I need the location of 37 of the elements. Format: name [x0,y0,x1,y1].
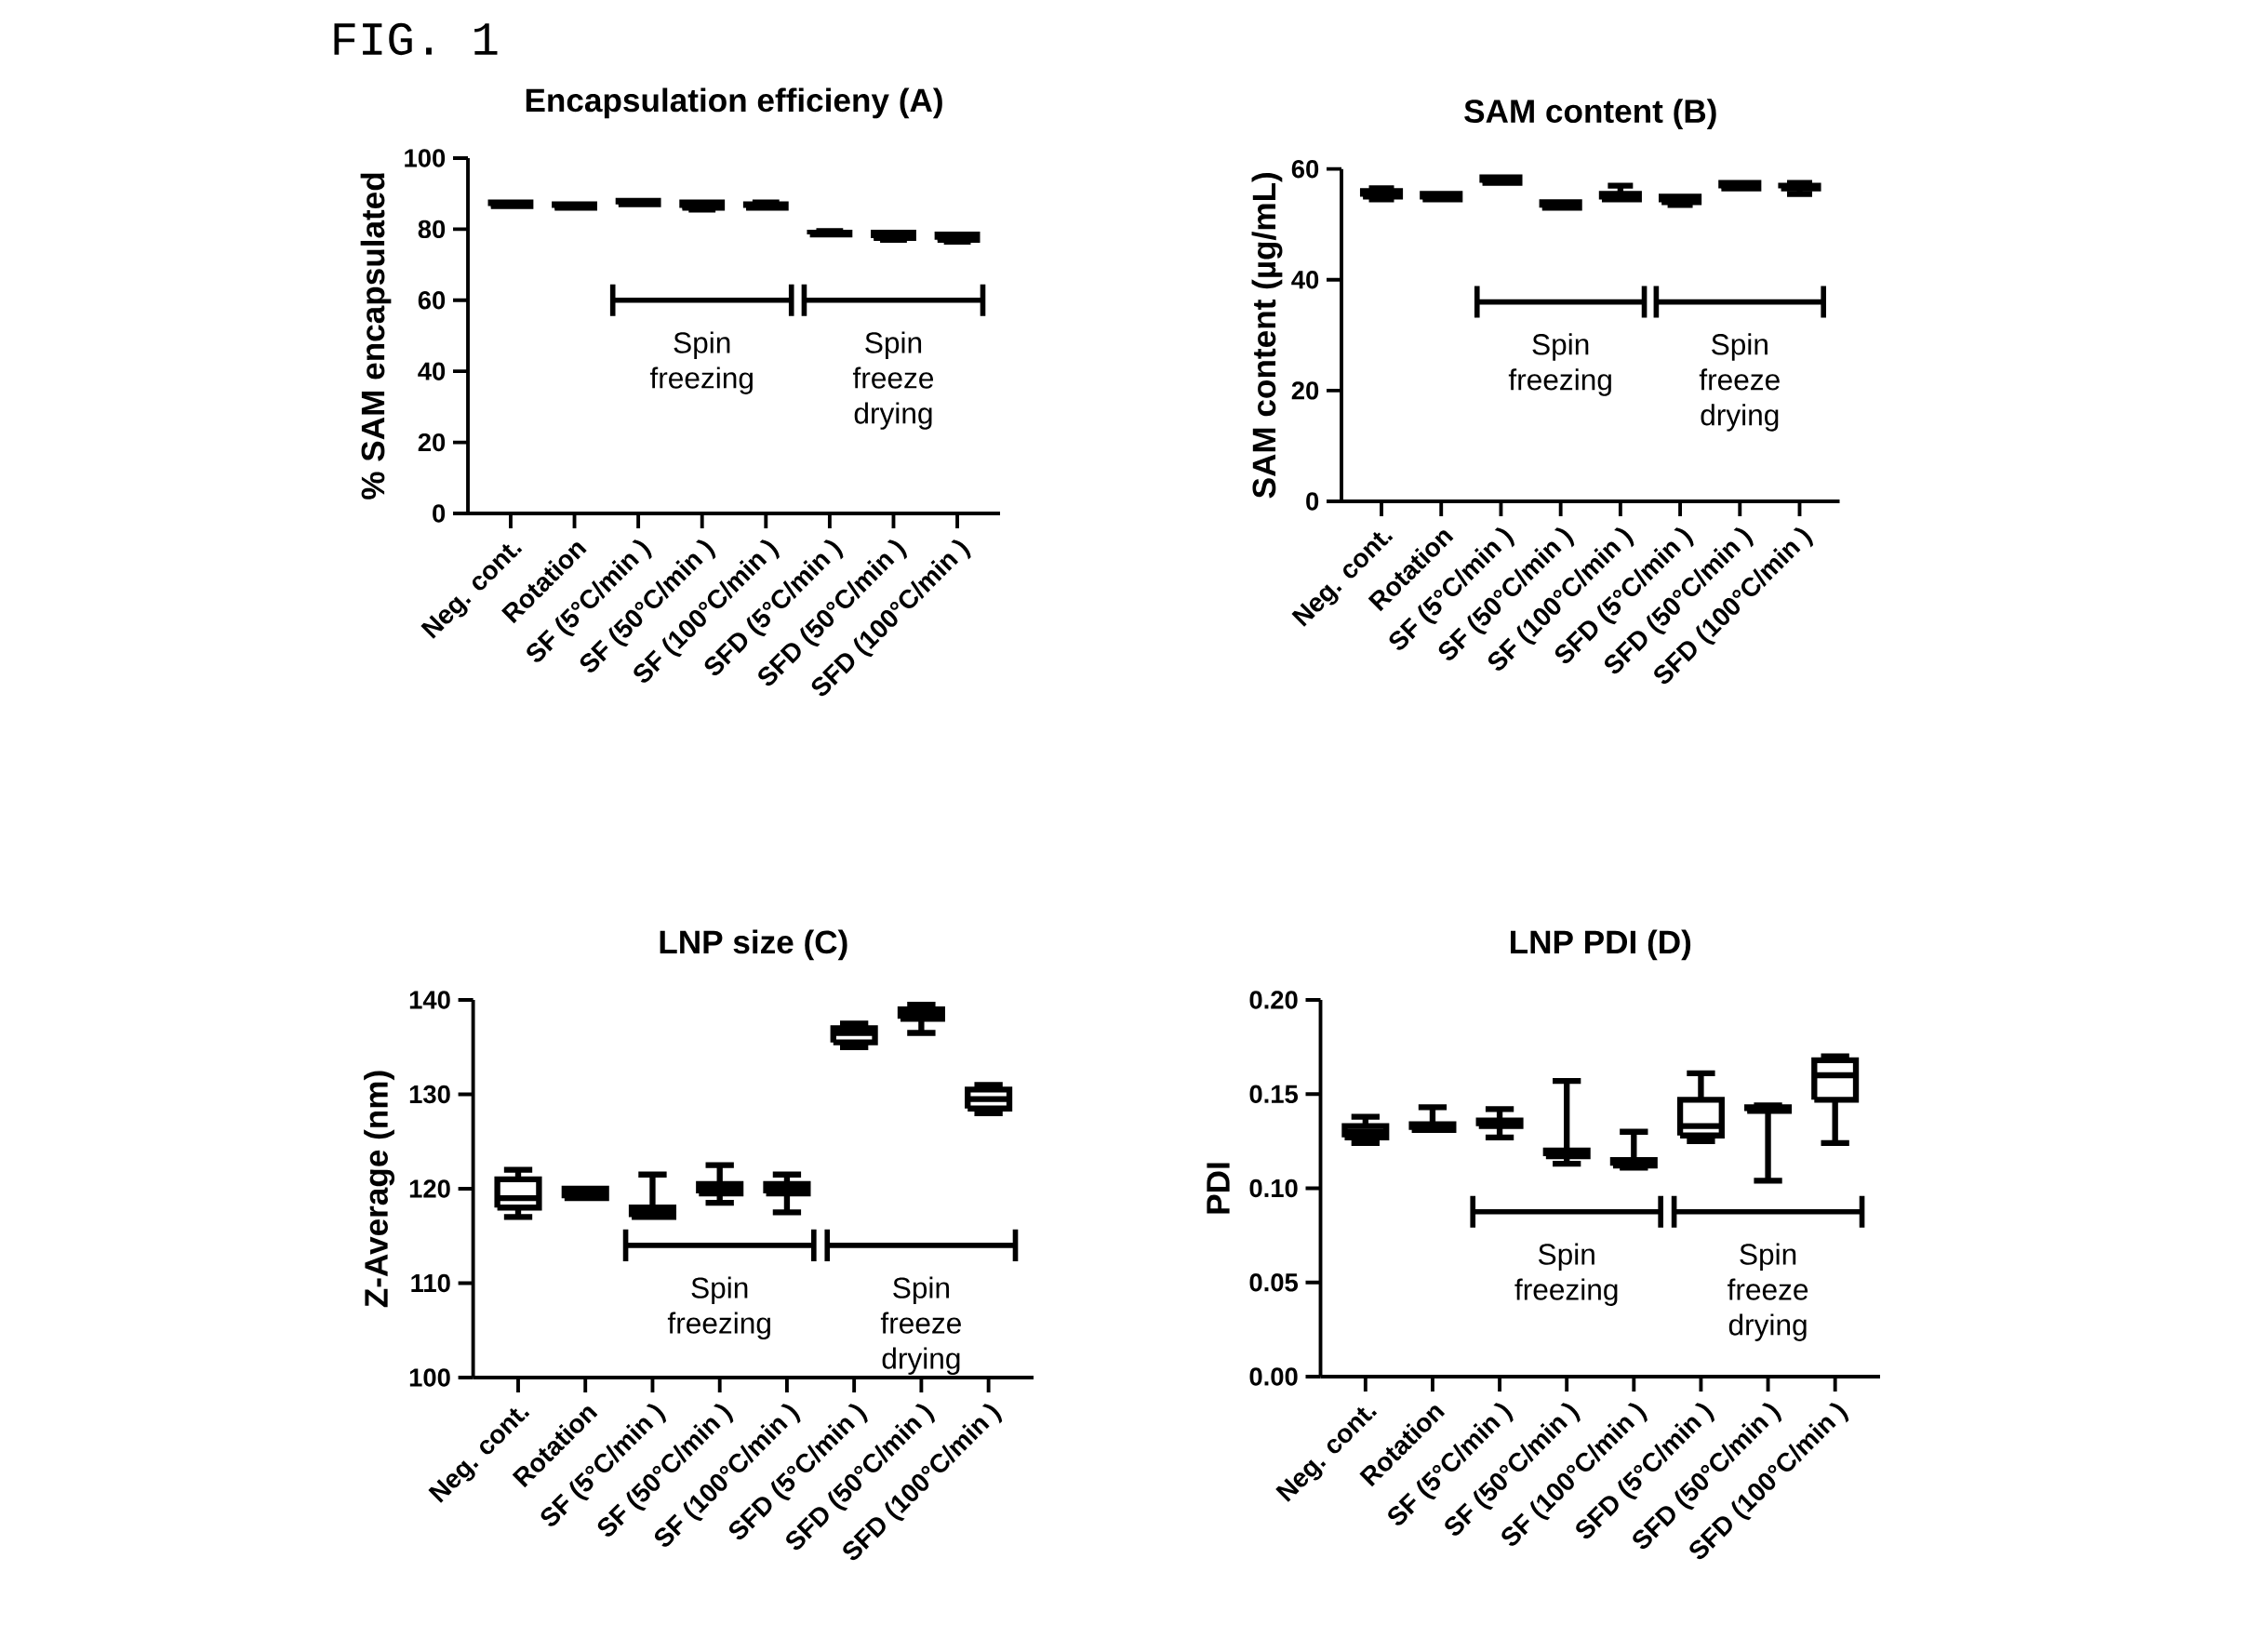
y-axis-title: % SAM encapsulated [360,173,392,499]
chart-title: SAM content (B) [1464,99,1716,129]
y-tick-label: 60 [418,291,446,310]
y-tick-label: 0.00 [1249,1367,1298,1386]
annotation: Spin freeze drying [1699,333,1780,432]
annotation: Spin freeze drying [880,1276,961,1375]
y-tick-label: 130 [409,1085,450,1104]
y-tick-label: 60 [1291,159,1319,179]
y-tick-label: 20 [418,433,446,452]
y-tick-label: 100 [405,149,446,167]
y-tick-label: 100 [409,1368,450,1387]
y-tick-label: 0.10 [1249,1179,1298,1198]
caption: FIG. 1 [334,22,498,56]
y-tick-label: 0 [433,504,446,523]
annotation: Spin freeze drying [1728,1243,1808,1341]
y-tick-label: 40 [418,362,446,380]
y-tick-label: 0.15 [1249,1085,1299,1103]
chart-title: Encapsulation efficieny (A) [526,87,942,119]
y-tick-label: 110 [411,1273,450,1293]
y-axis-title: SAM content (µg/mL) [1251,173,1283,499]
y-tick-label: 20 [1291,381,1319,400]
y-tick-label: 40 [1291,271,1319,289]
chart-title: LNP PDI (D) [1511,929,1691,961]
y-tick-label: 0.05 [1249,1273,1299,1292]
y-tick-label: 140 [409,991,450,1009]
y-tick-label: 120 [409,1179,450,1198]
annotation: Spin freeze drying [852,331,934,430]
chart-title: LNP size (C) [660,929,847,961]
y-tick-label: 0 [1306,492,1319,511]
annotation: Spin freezing [1514,1243,1618,1306]
annotation: Spin freezing [667,1276,770,1340]
y-tick-label: 80 [418,220,446,239]
y-axis-title: PDI [1207,1163,1230,1214]
annotation: Spin freezing [1508,333,1611,396]
y-tick-label: 0.20 [1249,991,1298,1009]
annotation: Spin freezing [649,331,753,394]
y-axis-title: Z-Average (nm) [364,1071,395,1308]
